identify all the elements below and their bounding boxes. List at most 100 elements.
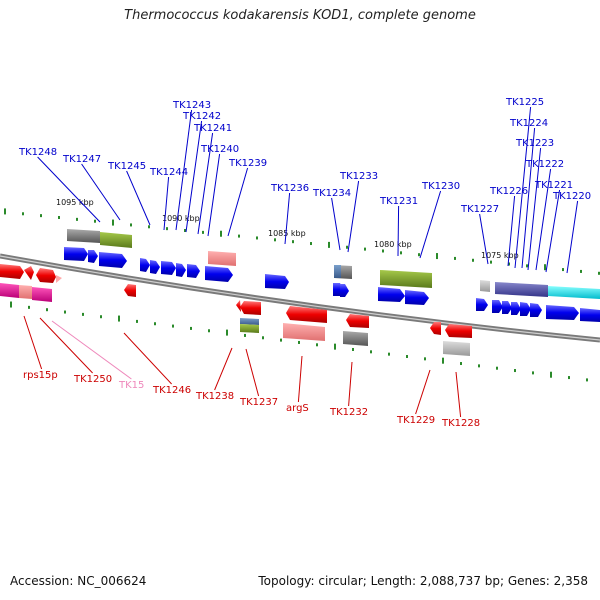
gene-label-top: TK1233 (339, 171, 378, 182)
gene-label-top: TK1226 (489, 186, 528, 197)
tick-mark (82, 312, 84, 316)
gene-label-top: TK1222 (525, 159, 564, 170)
tick-mark (202, 230, 204, 234)
leader-line (348, 361, 353, 407)
tick-mark (442, 357, 444, 364)
leader-line (479, 213, 489, 265)
tick-mark (136, 319, 138, 323)
tick-mark (382, 249, 384, 253)
tick-mark (436, 253, 438, 260)
gene-label-bottom: TK1237 (239, 397, 278, 408)
leader-line (185, 120, 203, 233)
tick-mark (580, 269, 582, 273)
tick-mark (58, 215, 60, 219)
leader-line (197, 132, 214, 235)
tick-mark (550, 371, 552, 378)
tick-row-top (4, 208, 600, 275)
gene-labels-top: TK1248TK1247TK1245TK1244TK1243TK1242TK12… (18, 97, 591, 274)
gene-label-top: TK1240 (200, 144, 239, 155)
tick-mark (418, 253, 420, 257)
tick-mark (364, 247, 366, 251)
gene-label-bottom: rps15p (23, 370, 58, 381)
tick-mark (562, 268, 564, 272)
leader-line (39, 317, 93, 374)
top-features-forward (64, 247, 600, 322)
tick-mark (40, 214, 42, 218)
tick-mark (280, 338, 282, 342)
tick-mark (472, 258, 474, 262)
tick-mark (388, 352, 390, 356)
tick-mark (172, 324, 174, 328)
tick-mark (274, 238, 276, 242)
tick-mark (154, 322, 156, 326)
gene-label-top: TK1244 (149, 167, 188, 178)
tick-mark (46, 308, 48, 312)
tick-mark (508, 262, 510, 266)
tick-mark (28, 305, 30, 309)
leader-line (521, 127, 536, 269)
tick-mark (130, 223, 132, 227)
tick-mark (490, 260, 492, 264)
tick-mark (352, 347, 354, 351)
leader-line (126, 170, 151, 226)
tick-mark (244, 333, 246, 337)
leader-line (81, 163, 121, 221)
tick-mark (406, 355, 408, 358)
tick-mark (310, 242, 312, 246)
tick-mark (460, 362, 462, 366)
tick-mark (94, 219, 96, 223)
gene-label-bottom: TK1246 (152, 385, 191, 396)
leader-line (514, 106, 532, 269)
tick-mark (514, 369, 516, 373)
tick-mark (316, 343, 318, 347)
gene-label-top: TK1241 (193, 123, 232, 134)
scale-label: 1080 kbp (374, 240, 412, 249)
scale-label: 1085 kbp (268, 229, 306, 238)
leader-line (23, 315, 43, 370)
top-features-outer (67, 229, 600, 299)
gene-label-top: TK1225 (505, 97, 544, 108)
gene-label-top: TK1247 (62, 154, 101, 165)
leader-line (245, 348, 260, 397)
gene-label-bottom: TK1228 (441, 418, 480, 429)
leader-line (37, 156, 101, 223)
tick-mark (76, 217, 78, 221)
tick-mark (262, 336, 264, 340)
tick-mark (148, 225, 150, 229)
accession-footer: Accession: NC_006624 (10, 574, 147, 588)
tick-mark (454, 256, 456, 260)
gene-label-top: TK1223 (515, 138, 554, 149)
tick-mark (4, 208, 6, 215)
gene-label-top: TK1242 (182, 111, 221, 122)
gene-label-bottom: TK15 (118, 380, 144, 391)
gene-label-top: TK1231 (379, 196, 418, 207)
tick-mark (166, 227, 168, 231)
gene-label-top: TK1227 (460, 204, 499, 215)
leader-line (566, 200, 579, 274)
scale-label: 1090 kbp (162, 214, 200, 223)
leader-line (175, 109, 193, 231)
tick-mark (64, 310, 66, 314)
leader-line (227, 167, 249, 237)
page-title: Thermococcus kodakarensis KOD1, complete… (124, 8, 476, 23)
tick-mark (586, 378, 588, 382)
tick-mark (544, 264, 546, 271)
tick-mark (598, 271, 600, 275)
tick-mark (526, 264, 528, 268)
gene-label-top: TK1239 (228, 158, 267, 169)
tick-mark (208, 329, 210, 333)
tick-mark (190, 326, 192, 330)
tick-mark (346, 245, 348, 249)
tick-mark (334, 343, 336, 350)
gene-label-top: TK1224 (509, 118, 548, 129)
gene-label-top: TK1221 (534, 180, 573, 191)
gene-label-top: TK1248 (18, 147, 57, 158)
tick-mark (370, 350, 372, 354)
leader-line (207, 153, 221, 237)
gene-label-top: TK1243 (172, 100, 211, 111)
gene-labels-bottom: rps15p TK1250 TK15 TK1246 TK1238 TK1237 argS TK… (23, 315, 480, 429)
gene-label-bottom: argS (286, 403, 309, 414)
leader-line (51, 320, 132, 380)
leader-line (527, 147, 542, 271)
tick-mark (22, 212, 24, 216)
